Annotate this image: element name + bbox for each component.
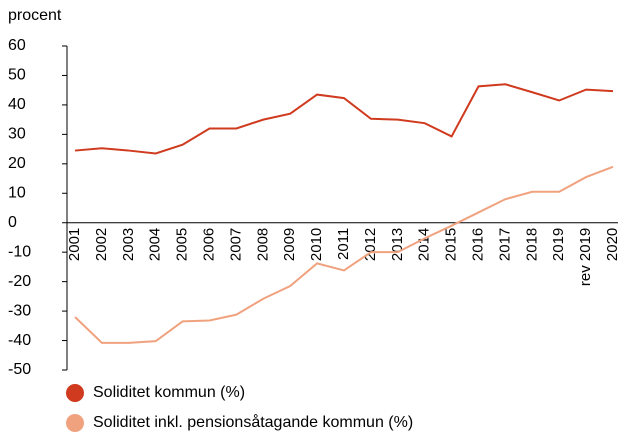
x-tick-label: 2011 (335, 228, 352, 260)
y-tick-label: 60 (8, 37, 26, 54)
y-tick-label: -20 (8, 273, 31, 290)
legend-marker (66, 414, 84, 432)
x-tick-label: 2005 (174, 228, 191, 261)
x-tick-label: 2007 (227, 228, 244, 261)
x-tick-label: 2004 (147, 228, 164, 261)
series-line (74, 165, 614, 344)
x-tick-label: 2014 (416, 228, 433, 261)
x-tick-label: 2013 (389, 228, 406, 261)
x-tick-label: 2010 (308, 228, 325, 261)
x-tick-label: 2019 (550, 228, 567, 261)
x-tick-label: 2017 (496, 228, 513, 261)
legend-marker (66, 384, 84, 402)
y-tick-label: 40 (8, 96, 26, 113)
legend-label: Soliditet kommun (%) (93, 384, 245, 401)
x-tick-label: 2015 (443, 228, 460, 261)
x-tick-label: 2001 (66, 228, 83, 261)
series-line (74, 83, 614, 155)
y-tick-label: 10 (8, 184, 26, 201)
legend-label: Soliditet inkl. pensionsåtagande kommun … (93, 413, 413, 431)
x-tick-label: 2016 (469, 228, 486, 261)
y-tick-label: 0 (8, 214, 17, 231)
x-tick-label: 2020 (604, 228, 621, 261)
y-tick-label: -40 (8, 332, 31, 349)
y-tick-label: 30 (8, 126, 26, 143)
x-tick-label: rev 2019 (577, 228, 594, 286)
x-tick-label: 2009 (281, 228, 298, 261)
x-tick-label: 2003 (120, 228, 137, 261)
x-tick-label: 2018 (523, 228, 540, 261)
y-tick-label: -30 (8, 302, 31, 319)
x-tick-label: 2002 (93, 228, 110, 261)
x-tick-label: 2008 (254, 228, 271, 261)
x-tick-label: 2006 (200, 228, 217, 261)
y-tick-label: -50 (8, 361, 31, 378)
y-tick-label: 20 (8, 155, 26, 172)
y-tick-label: 50 (8, 67, 26, 84)
y-axis-label: procent (8, 7, 62, 24)
y-tick-label: -10 (8, 243, 31, 260)
